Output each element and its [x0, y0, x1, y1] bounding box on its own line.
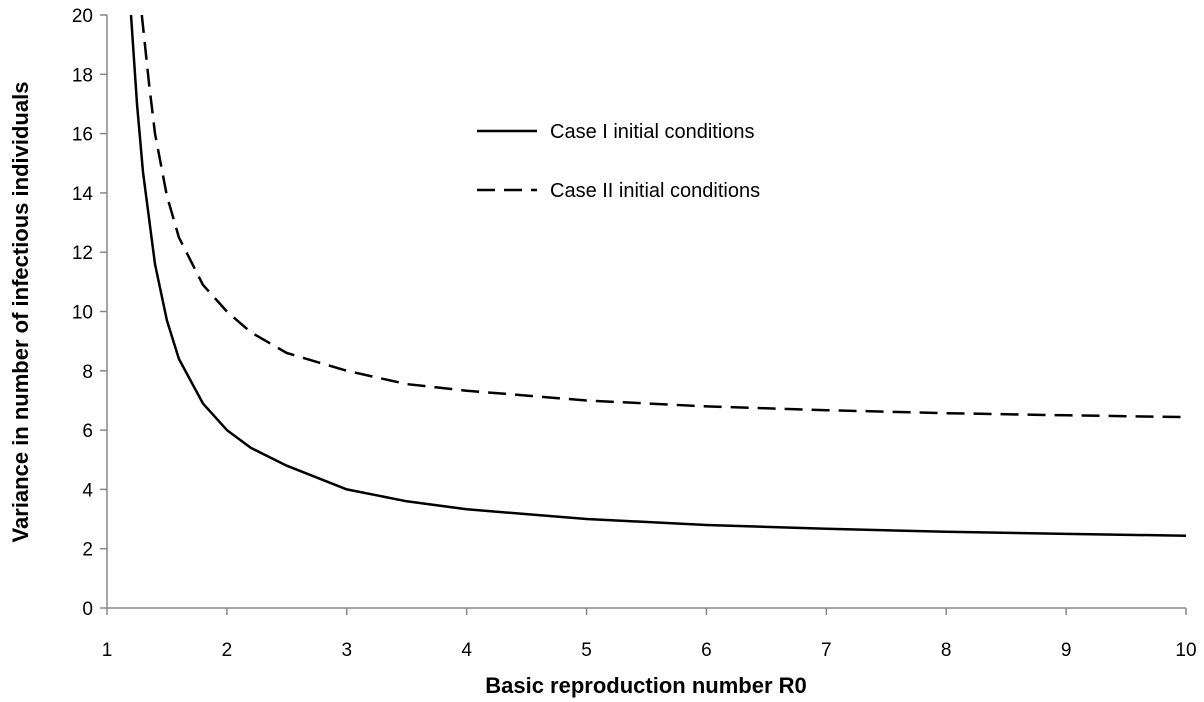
y-tick-label: 10 [72, 303, 93, 324]
legend-label-case-ii: Case II initial conditions [550, 180, 760, 202]
legend: Case I initial conditions Case II initia… [477, 121, 760, 202]
y-tick-label: 20 [72, 6, 93, 27]
y-axis-title: Variance in number of infectious individ… [8, 82, 33, 543]
y-tick-label: 14 [72, 184, 94, 205]
x-tick-label: 9 [1061, 640, 1072, 661]
x-tick-label: 8 [941, 640, 952, 661]
y-tick-label: 8 [82, 362, 93, 383]
y-tick-label: 16 [72, 125, 93, 146]
y-tick-label: 0 [82, 599, 93, 620]
x-tick-label: 4 [461, 640, 472, 661]
y-tick-label: 2 [82, 540, 93, 561]
y-tick-label: 18 [72, 65, 93, 86]
x-tick-label: 1 [102, 640, 113, 661]
legend-label-case-i: Case I initial conditions [550, 121, 755, 143]
x-tick-label: 10 [1175, 640, 1196, 661]
x-tick-label: 3 [341, 640, 352, 661]
y-tick-label: 4 [82, 480, 93, 501]
x-axis-title: Basic reproduction number R0 [485, 673, 807, 698]
x-tick-label: 7 [821, 640, 832, 661]
y-tick-label: 6 [82, 421, 93, 442]
x-ticks: 1 2 3 4 5 6 7 8 9 10 [102, 608, 1197, 661]
series-line-case-i [129, 14, 1187, 537]
x-tick-label: 2 [222, 640, 233, 661]
x-tick-label: 5 [581, 640, 592, 661]
y-ticks: 0 2 4 6 8 10 12 14 16 18 20 [72, 6, 107, 620]
axes [106, 15, 1186, 609]
plot-lines [129, 14, 1187, 537]
x-tick-label: 6 [701, 640, 712, 661]
y-tick-label: 12 [72, 243, 93, 264]
series-line-case-ii [140, 14, 1187, 419]
